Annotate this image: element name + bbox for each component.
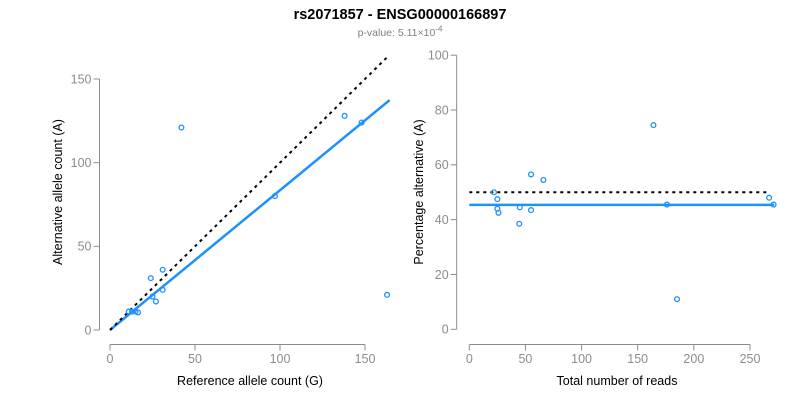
x-tick-label: 100 xyxy=(571,352,592,366)
data-point xyxy=(341,112,348,119)
data-point xyxy=(528,207,535,214)
right-yaxis-label: Percentage alternative (A) xyxy=(412,119,426,264)
x-tick-label: 200 xyxy=(683,352,704,366)
y-tick-label: 0 xyxy=(442,323,449,337)
pvalue-text: p-value: 5.11×10 xyxy=(357,27,436,39)
left-yaxis-label: Alternative allele count (A) xyxy=(51,119,65,265)
data-point xyxy=(490,189,498,196)
data-point xyxy=(135,309,142,316)
data-point xyxy=(149,293,156,300)
data-point xyxy=(673,296,681,303)
x-tick-label: 50 xyxy=(188,352,202,366)
plot-reference-vs-alternative: 0 50 100 150 0 50 100 150 xyxy=(71,55,391,366)
data-point xyxy=(516,204,523,211)
x-tick-label: 150 xyxy=(355,352,376,366)
data-point xyxy=(766,194,773,201)
y-tick-label: 50 xyxy=(78,240,92,254)
x-tick-label: 250 xyxy=(740,352,761,366)
data-point xyxy=(159,286,166,293)
x-tick-label: 0 xyxy=(466,352,473,366)
y-tick-label: 100 xyxy=(71,156,92,170)
y-tick-label: 0 xyxy=(85,323,92,337)
data-point xyxy=(770,201,777,208)
data-point xyxy=(384,291,391,298)
data-point xyxy=(494,196,501,203)
data-point xyxy=(125,308,132,315)
data-point xyxy=(650,122,657,129)
pvalue-exponent: -4 xyxy=(435,24,443,34)
x-tick-label: 50 xyxy=(518,352,532,366)
y-tick-label: 20 xyxy=(435,268,449,282)
data-point xyxy=(152,298,159,305)
data-point xyxy=(147,275,154,282)
left-xaxis-label: Reference allele count (G) xyxy=(177,374,323,388)
data-point xyxy=(495,209,502,216)
y-tick-label: 40 xyxy=(435,213,449,227)
data-point xyxy=(663,201,670,208)
data-point xyxy=(516,220,523,227)
x-tick-label: 150 xyxy=(627,352,648,366)
x-tick-label: 0 xyxy=(107,352,114,366)
data-point xyxy=(358,119,365,126)
data-point xyxy=(159,266,166,273)
plot-reads-vs-percentage: 0 20 40 60 80 100 0 50 100 150 200 250 xyxy=(428,49,777,366)
y-tick-label: 100 xyxy=(428,49,449,63)
data-point xyxy=(178,124,185,131)
x-tick-label: 100 xyxy=(270,352,291,366)
figure-subtitle: p-value: 5.11×10-4 xyxy=(0,24,800,39)
data-point xyxy=(129,308,136,315)
y-tick-label: 150 xyxy=(71,72,92,86)
y-tick-label: 60 xyxy=(435,158,449,172)
data-point xyxy=(540,176,547,183)
data-point xyxy=(528,171,535,178)
y-tick-label: 80 xyxy=(435,103,449,117)
identity-line xyxy=(109,55,389,331)
data-point xyxy=(271,193,278,200)
figure-title: rs2071857 - ENSG00000166897 xyxy=(293,7,507,23)
right-xaxis-label: Total number of reads xyxy=(557,374,678,388)
fit-line xyxy=(109,99,391,331)
